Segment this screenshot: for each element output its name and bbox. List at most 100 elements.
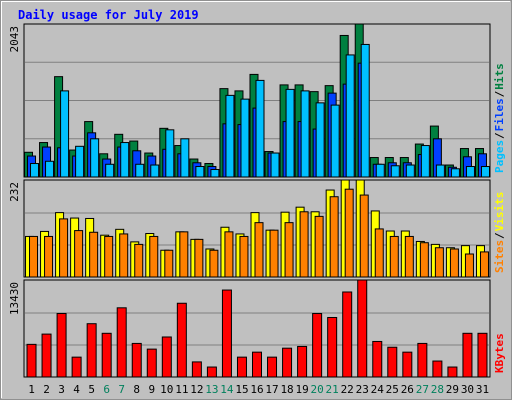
bar-sites-day-15 [239,235,249,278]
bar-pages-day-18 [285,88,295,178]
bar-pages-day-17 [270,152,280,178]
x-tick-label: 11 [175,383,188,396]
x-tick-label: 18 [280,383,293,396]
bar-pages-day-1 [30,163,40,178]
bar-pages-day-25 [390,165,400,178]
bar-kbytes-day-13 [206,366,217,378]
chart-title: Daily usage for July 2019 [18,8,199,22]
x-tick-label: 28 [431,383,444,396]
bar-kbytes-day-6 [101,332,112,378]
panel-1-legend: Pages/Files/Hits [493,63,506,173]
x-tick-label: 7 [118,383,125,396]
x-tick-label: 1 [28,383,35,396]
x-tick-label: 6 [103,383,110,396]
bar-pages-day-13 [210,169,220,178]
bar-sites-day-16 [254,222,264,278]
bar-pages-day-8 [135,163,145,178]
bar-sites-day-26 [404,235,414,278]
x-tick-label: 23 [356,383,369,396]
x-tick-label: 16 [250,383,263,396]
bar-pages-day-31 [480,166,490,178]
x-tick-label: 20 [311,383,324,396]
bar-sites-day-7 [119,233,129,278]
bar-sites-day-18 [284,222,294,278]
bar-kbytes-day-3 [56,313,67,378]
bar-pages-day-12 [195,166,205,178]
bar-sites-day-19 [299,211,309,278]
panel-2: 232 Sites/Visits [8,179,506,278]
bar-kbytes-day-20 [312,313,323,378]
bar-kbytes-day-19 [297,345,308,378]
bar-pages-day-14 [225,94,235,178]
bar-pages-day-6 [105,163,115,178]
bar-sites-day-27 [419,242,429,278]
bar-pages-day-24 [375,163,385,178]
bar-pages-day-9 [150,164,160,178]
x-tick-label: 15 [235,383,248,396]
bar-sites-day-21 [329,196,339,278]
bar-sites-day-8 [134,243,144,278]
x-tick-label: 25 [386,383,399,396]
bar-pages-day-5 [90,138,100,178]
bar-kbytes-day-7 [116,307,127,378]
bar-sites-day-29 [449,248,459,278]
legend-separator: / [493,132,506,139]
bar-kbytes-day-5 [86,323,97,378]
x-tick-label: 24 [371,383,385,396]
bar-sites-day-3 [59,218,69,278]
bar-kbytes-day-10 [161,336,172,378]
bar-kbytes-day-2 [41,333,52,378]
x-tick-label: 10 [160,383,173,396]
bar-kbytes-day-9 [146,348,157,378]
bar-pages-day-21 [330,104,340,178]
bar-pages-day-11 [180,138,190,178]
legend-sites: Sites [493,240,506,273]
legend-pages: Pages [493,140,506,173]
x-tick-label: 14 [220,383,234,396]
bar-pages-day-16 [255,79,265,178]
bar-sites-day-30 [464,253,474,278]
bar-kbytes-day-26 [402,351,413,378]
x-tick-label: 8 [133,383,140,396]
bar-kbytes-day-21 [327,316,338,378]
bar-sites-day-14 [224,231,234,278]
bar-pages-day-30 [465,166,475,178]
bar-sites-day-10 [164,249,174,278]
bar-pages-day-28 [435,164,445,178]
bar-sites-day-24 [374,228,384,278]
bar-pages-day-26 [405,164,415,178]
x-tick-label: 27 [416,383,429,396]
bar-kbytes-day-12 [191,361,202,378]
legend-kbytes: KBytes [493,333,506,373]
x-tick-label: 21 [326,383,339,396]
bar-kbytes-day-29 [447,366,458,378]
bar-sites-day-11 [179,231,189,278]
x-tick-label: 4 [73,383,80,396]
x-tick-label: 26 [401,383,414,396]
bar-kbytes-day-18 [282,347,293,378]
bar-pages-day-10 [165,129,175,178]
bar-pages-day-7 [120,142,130,178]
x-tick-label: 30 [461,383,474,396]
bar-kbytes-day-11 [176,302,187,378]
bar-kbytes-day-15 [236,356,247,378]
panel-3: 13430 KBytes [8,279,506,378]
legend-separator: / [493,90,506,97]
bar-pages-day-3 [60,90,70,178]
bar-kbytes-day-4 [71,356,82,378]
bar-pages-day-2 [45,160,55,178]
legend-files: Files [493,98,506,131]
bar-sites-day-25 [389,235,399,278]
bar-kbytes-day-22 [342,291,353,378]
bar-sites-day-31 [479,251,489,278]
bar-sites-day-1 [29,235,39,278]
bar-pages-day-15 [240,98,250,178]
x-tick-label: 22 [341,383,354,396]
bar-kbytes-day-1 [26,343,37,378]
panel-1-max-label: 2043 [8,26,21,53]
bar-kbytes-day-24 [372,340,383,378]
bar-sites-day-4 [74,230,84,278]
bar-sites-day-6 [104,235,114,278]
bar-kbytes-day-31 [477,332,488,378]
